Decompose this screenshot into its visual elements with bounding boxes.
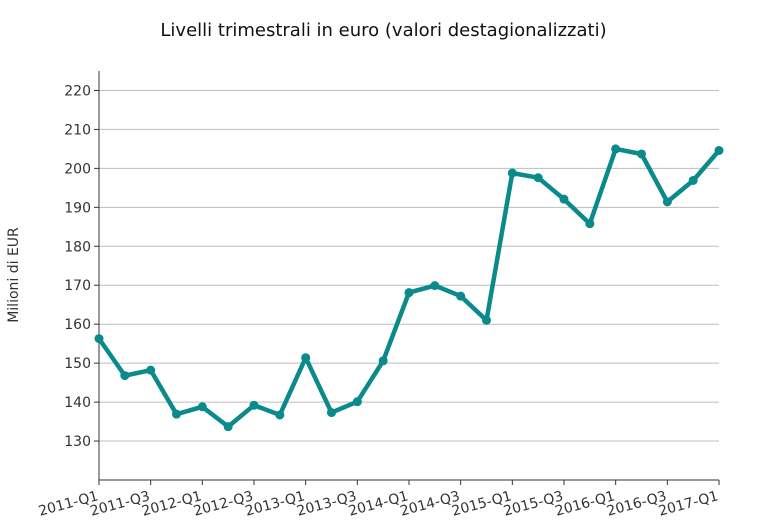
y-tick-label: 180 <box>64 239 91 255</box>
chart-title: Livelli trimestrali in euro (valori dest… <box>160 20 607 41</box>
data-point <box>352 397 362 407</box>
y-tick-label: 200 <box>64 161 91 177</box>
data-point <box>482 315 491 325</box>
plot-area <box>94 144 724 432</box>
x-tick-label: 2017-Q1 <box>657 488 720 519</box>
data-point <box>301 353 311 363</box>
data-point <box>197 402 207 412</box>
data-point <box>249 400 259 410</box>
data-point <box>275 410 285 420</box>
gridlines <box>99 89 719 442</box>
data-point <box>223 422 233 432</box>
data-point <box>585 219 595 229</box>
x-ticks: 2011-Q12011-Q32012-Q12012-Q32013-Q12013-… <box>37 480 720 520</box>
y-tick-label: 140 <box>64 395 91 411</box>
y-tick-label: 210 <box>64 122 91 138</box>
data-point <box>533 173 543 183</box>
axes <box>98 71 719 481</box>
data-point <box>688 175 698 185</box>
series-line <box>96 146 722 429</box>
data-point <box>662 197 672 207</box>
data-point <box>430 281 440 291</box>
data-point <box>714 145 724 155</box>
data-point <box>637 149 646 159</box>
data-point <box>456 291 466 301</box>
y-ticks: 130 140 150 160 170 180 190 200 210 220 <box>64 83 99 450</box>
y-tick-label: 150 <box>64 356 91 372</box>
data-point <box>172 409 181 419</box>
data-point <box>404 288 414 298</box>
y-tick-label: 220 <box>64 83 91 99</box>
y-tick-label: 160 <box>64 317 91 333</box>
data-point <box>507 168 517 178</box>
data-point <box>611 144 621 154</box>
y-tick-label: 130 <box>64 434 91 450</box>
data-point <box>120 371 130 381</box>
data-point <box>327 408 336 418</box>
data-point <box>378 356 388 366</box>
y-tick-label: 190 <box>64 200 91 216</box>
y-tick-label: 170 <box>64 278 91 294</box>
data-point <box>559 194 569 204</box>
data-point <box>94 334 104 344</box>
data-point <box>146 365 156 375</box>
